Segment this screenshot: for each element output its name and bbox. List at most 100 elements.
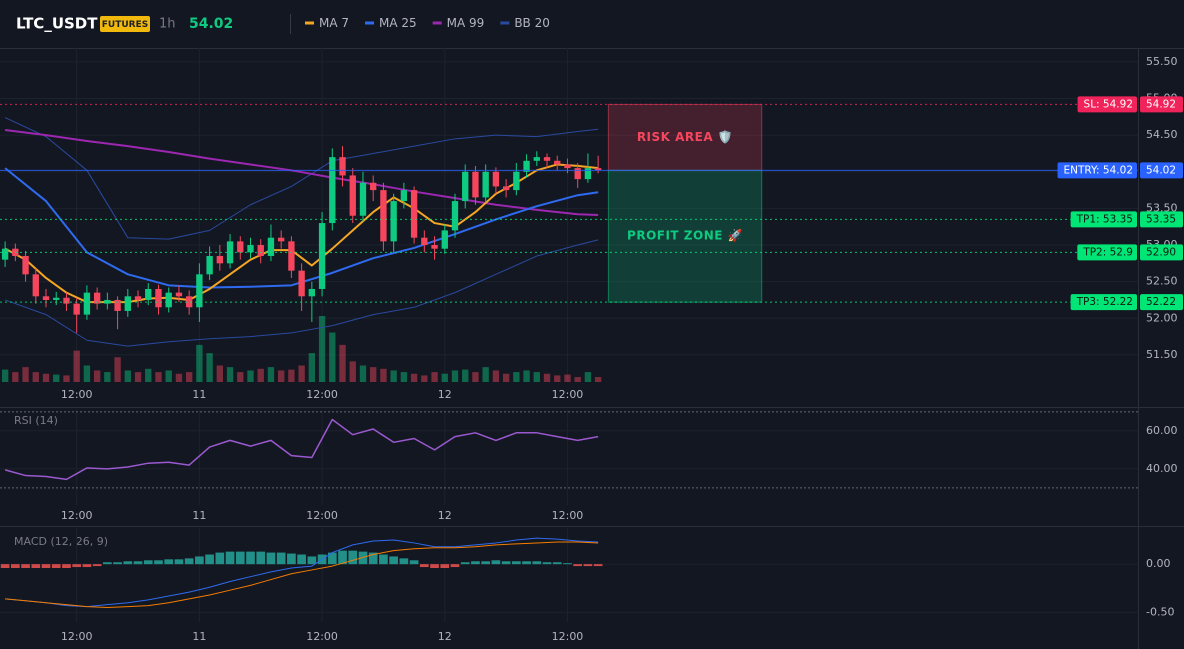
macd-histogram-bar	[0, 564, 10, 569]
candle-body	[584, 168, 592, 180]
level-price-badge	[1140, 294, 1183, 311]
macd-histogram-bar	[348, 550, 358, 565]
volume-bar	[421, 375, 428, 382]
macd-histogram-bar	[246, 551, 255, 565]
macd-histogram-bar	[440, 564, 450, 569]
moving-average-line	[4, 129, 599, 216]
candle-body	[329, 157, 336, 224]
macd-histogram-bar	[491, 560, 501, 565]
volume-bar	[145, 368, 152, 382]
level-badge	[1077, 96, 1137, 113]
candle-body	[32, 274, 39, 297]
volume-bar	[472, 372, 479, 382]
candle-body	[206, 256, 213, 275]
macd-histogram-bar	[563, 563, 572, 565]
y-tick-label: 53.50	[1146, 201, 1178, 214]
macd-histogram-bar	[133, 561, 143, 565]
volume-bar	[73, 350, 80, 382]
candle-body	[247, 245, 254, 253]
volume-bar	[175, 373, 183, 382]
volume-bar	[226, 367, 234, 382]
macd-histogram-bar	[389, 556, 398, 565]
candle-body	[53, 297, 60, 300]
last-price: 54.02	[189, 16, 233, 32]
candle-body	[22, 256, 29, 275]
macd-histogram-bar	[307, 556, 317, 565]
macd-histogram-bar	[542, 562, 552, 565]
rsi-title: RSI (14)	[14, 414, 58, 427]
volume-bar	[329, 332, 336, 382]
candle-body	[472, 171, 479, 198]
volume-bar	[12, 372, 19, 382]
volume-bar	[216, 365, 223, 382]
macd-histogram-bar	[51, 564, 61, 569]
volume-bar	[523, 370, 530, 382]
volume-bar	[237, 372, 244, 382]
macd-title: MACD (12, 26, 9)	[14, 535, 108, 548]
macd-histogram-bar	[143, 560, 153, 565]
candle-body	[104, 299, 111, 304]
volume-bar	[574, 377, 581, 382]
volume-bar	[370, 367, 377, 382]
y-tick-label: 55.50	[1146, 55, 1178, 68]
legend-label: MA 25	[379, 16, 417, 30]
y-tick-label: 60.00	[1146, 424, 1178, 437]
candle-body	[308, 288, 316, 297]
level-label: TP2: 52.9	[1082, 246, 1133, 258]
candle-body	[278, 237, 285, 242]
macd-histogram-bar	[164, 559, 174, 565]
moving-average-line	[4, 163, 599, 304]
candle-body	[523, 160, 530, 172]
volume-bar	[114, 357, 121, 382]
volume-bar	[53, 374, 60, 382]
macd-histogram-bar	[174, 559, 184, 565]
candle-body	[543, 157, 551, 161]
volume-bar	[400, 372, 408, 382]
candle-body	[114, 299, 121, 311]
candle-body	[349, 175, 356, 216]
volume-bar	[441, 373, 448, 382]
volume-bar	[339, 344, 346, 382]
y-tick-label: 0.00	[1146, 557, 1171, 570]
volume-bar	[543, 373, 551, 382]
volume-bar	[63, 375, 70, 382]
volume-bar	[564, 374, 571, 382]
macd-histogram-bar	[154, 560, 163, 565]
macd-histogram-bar	[287, 553, 296, 565]
volume-bar	[298, 365, 305, 382]
volume-bar	[308, 353, 316, 382]
x-tick-label: 12:00	[61, 630, 93, 643]
volume-bar	[288, 369, 295, 382]
zone	[607, 169, 763, 303]
macd-histogram-bar	[327, 552, 337, 565]
volume-bar	[93, 370, 101, 382]
x-tick-label: 12:00	[306, 509, 338, 522]
macd-histogram-bar	[430, 564, 439, 569]
volume-bar	[257, 368, 264, 382]
y-tick-label: 51.50	[1146, 348, 1178, 361]
macd-histogram-bar	[573, 564, 583, 567]
candle-body	[390, 201, 397, 242]
legend-label: BB 20	[514, 16, 550, 30]
candle-body	[594, 168, 602, 171]
volume-bar	[196, 344, 203, 382]
candle-body	[410, 190, 418, 238]
macd-histogram-bar	[450, 564, 460, 568]
level-badge	[1070, 294, 1137, 311]
volume-bar	[83, 365, 91, 382]
moving-average-line	[4, 167, 599, 289]
candle-body	[554, 160, 561, 165]
volume-bar	[594, 377, 602, 382]
y-tick-label: 52.50	[1146, 275, 1178, 288]
futures-badge-text: FUTURES	[102, 20, 148, 30]
candle-body	[318, 223, 326, 289]
macd-histogram-bar	[379, 554, 388, 565]
y-tick-label: -0.50	[1146, 605, 1174, 618]
candle-body	[431, 245, 438, 249]
candle-body	[492, 171, 500, 187]
macd-histogram-bar	[21, 564, 30, 569]
macd-histogram-bar	[82, 564, 92, 568]
macd-histogram-bar	[225, 551, 235, 565]
volume-bar	[42, 373, 50, 382]
macd-line	[5, 537, 599, 608]
